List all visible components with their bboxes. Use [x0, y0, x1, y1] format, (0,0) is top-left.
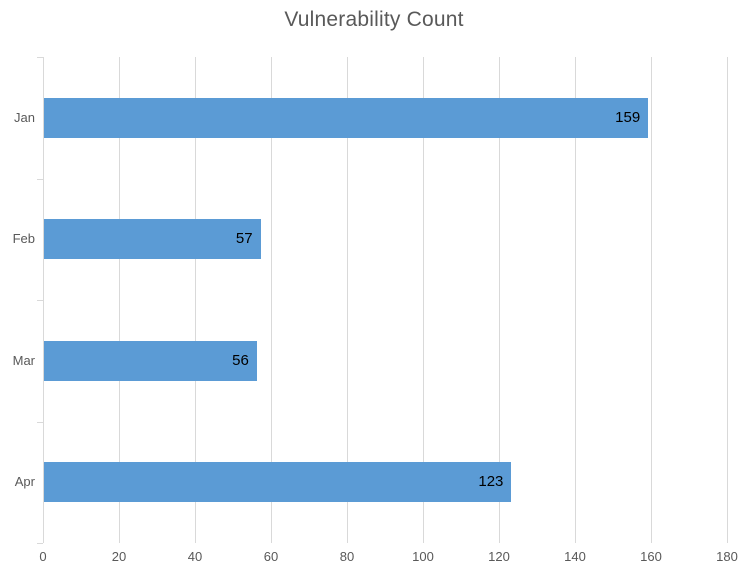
x-axis-tick-label: 20 — [111, 549, 127, 564]
gridline — [347, 57, 348, 543]
x-axis-tick-label: 140 — [564, 549, 586, 564]
gridline — [119, 57, 120, 543]
category-axis-line — [43, 57, 44, 543]
gridline — [651, 57, 652, 543]
bar-jan: 159 — [44, 97, 649, 138]
category-axis-tick — [37, 57, 43, 58]
gridline — [271, 57, 272, 543]
category-axis-tick — [37, 179, 43, 180]
x-axis-tick-label: 0 — [39, 549, 47, 564]
category-label-jan: Jan — [14, 109, 35, 125]
category-label-mar: Mar — [12, 352, 35, 368]
gridline — [499, 57, 500, 543]
bar-value-label: 123 — [478, 473, 504, 491]
bar-apr: 123 — [44, 462, 512, 503]
category-label-feb: Feb — [12, 231, 35, 247]
bar-feb: 57 — [44, 219, 261, 260]
bar-value-label: 56 — [232, 351, 249, 369]
x-axis-tick-label: 120 — [488, 549, 510, 564]
gridline — [423, 57, 424, 543]
category-axis-tick — [37, 543, 43, 544]
x-axis-tick-label: 100 — [412, 549, 434, 564]
chart-title: Vulnerability Count — [284, 8, 464, 31]
category-axis-tick — [37, 422, 43, 423]
x-axis-tick-label: 40 — [187, 549, 203, 564]
bar-value-label: 159 — [615, 108, 641, 126]
category-axis-tick — [37, 300, 43, 301]
gridline — [195, 57, 196, 543]
x-axis-tick-label: 60 — [263, 549, 279, 564]
gridline — [727, 57, 728, 543]
x-axis-tick-label: 160 — [640, 549, 662, 564]
category-label-apr: Apr — [14, 474, 35, 490]
gridline — [575, 57, 576, 543]
plot-area: 159 57 56 123 — [37, 57, 728, 544]
bar-value-label: 57 — [235, 230, 253, 248]
x-axis-tick-label: 180 — [716, 549, 738, 564]
x-axis-tick-label: 80 — [339, 549, 355, 564]
bar-mar: 56 — [44, 340, 257, 381]
